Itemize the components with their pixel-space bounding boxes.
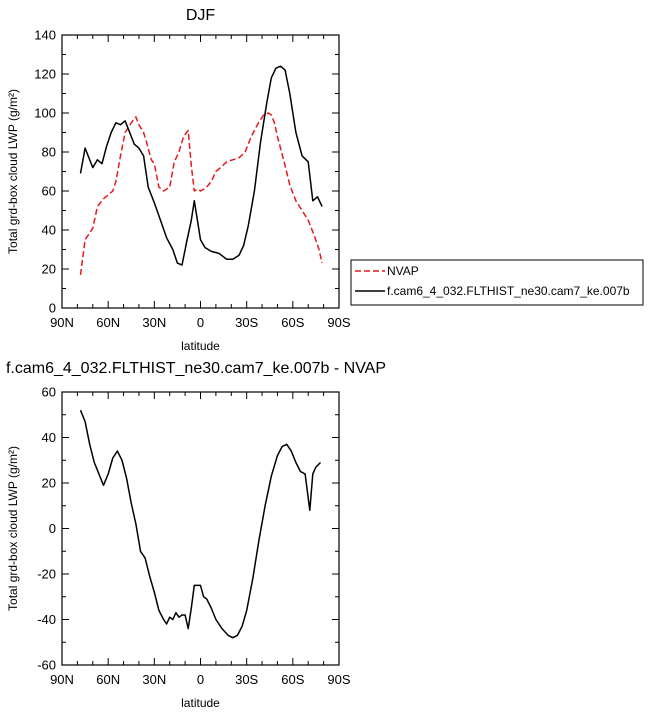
x-tick-label: 0 [197,315,204,330]
x-tick-label: 60S [281,315,304,330]
x-tick-label: 90N [50,315,74,330]
y-tick-label: 80 [42,145,56,160]
y-tick-label: 0 [49,301,56,316]
x-tick-label: 60N [96,315,120,330]
bottom-chart-title: f.cam6_4_032.FLTHIST_ne30.cam7_ke.007b -… [6,360,386,377]
y-tick-label: -60 [37,658,56,673]
y-tick-label: 60 [42,184,56,199]
legend: NVAP f.cam6_4_032.FLTHIST_ne30.cam7_ke.0… [350,259,644,306]
x-tick-label: 30N [142,315,166,330]
x-tick-label: 30S [235,672,258,687]
bottom-chart-ylabel: Total grd-box cloud LWP (g/m²) [6,446,20,611]
top-chart-xlabel: latitude [181,339,220,353]
y-tick-label: 20 [42,262,56,277]
x-tick-label: 90S [327,315,350,330]
legend-box [350,259,644,306]
bottom-chart-panel: f.cam6_4_032.FLTHIST_ne30.cam7_ke.007b -… [6,360,386,710]
y-tick-label: 60 [42,385,56,400]
series-line-0-0 [79,112,323,275]
x-tick-label: 60N [96,672,120,687]
top-chart-panel: DJF Total grd-box cloud LWP (g/m²) latit… [6,7,351,353]
x-tick-label: 30N [142,672,166,687]
y-tick-label: 120 [34,67,56,82]
legend-label-model: f.cam6_4_032.FLTHIST_ne30.cam7_ke.007b [387,284,630,298]
top-chart-title: DJF [186,7,216,24]
plot-frame [61,391,340,666]
y-tick-label: 40 [42,223,56,238]
x-tick-label: 90S [327,672,350,687]
x-tick-label: 0 [197,672,204,687]
x-tick-label: 30S [235,315,258,330]
top-chart-ylabel: Total grd-box cloud LWP (g/m²) [6,89,20,254]
plot-frame [61,34,340,309]
y-tick-label: 140 [34,28,56,43]
y-tick-label: -40 [37,612,56,627]
x-tick-label: 90N [50,672,74,687]
y-tick-label: -20 [37,567,56,582]
y-tick-label: 0 [49,521,56,536]
series-line-0-1 [79,65,323,266]
x-tick-label: 60S [281,672,304,687]
legend-label-nvap: NVAP [387,264,419,278]
bottom-chart-xlabel: latitude [181,696,220,710]
series-line-1-0 [79,409,322,639]
y-tick-label: 20 [42,476,56,491]
y-tick-label: 100 [34,106,56,121]
y-tick-label: 40 [42,430,56,445]
